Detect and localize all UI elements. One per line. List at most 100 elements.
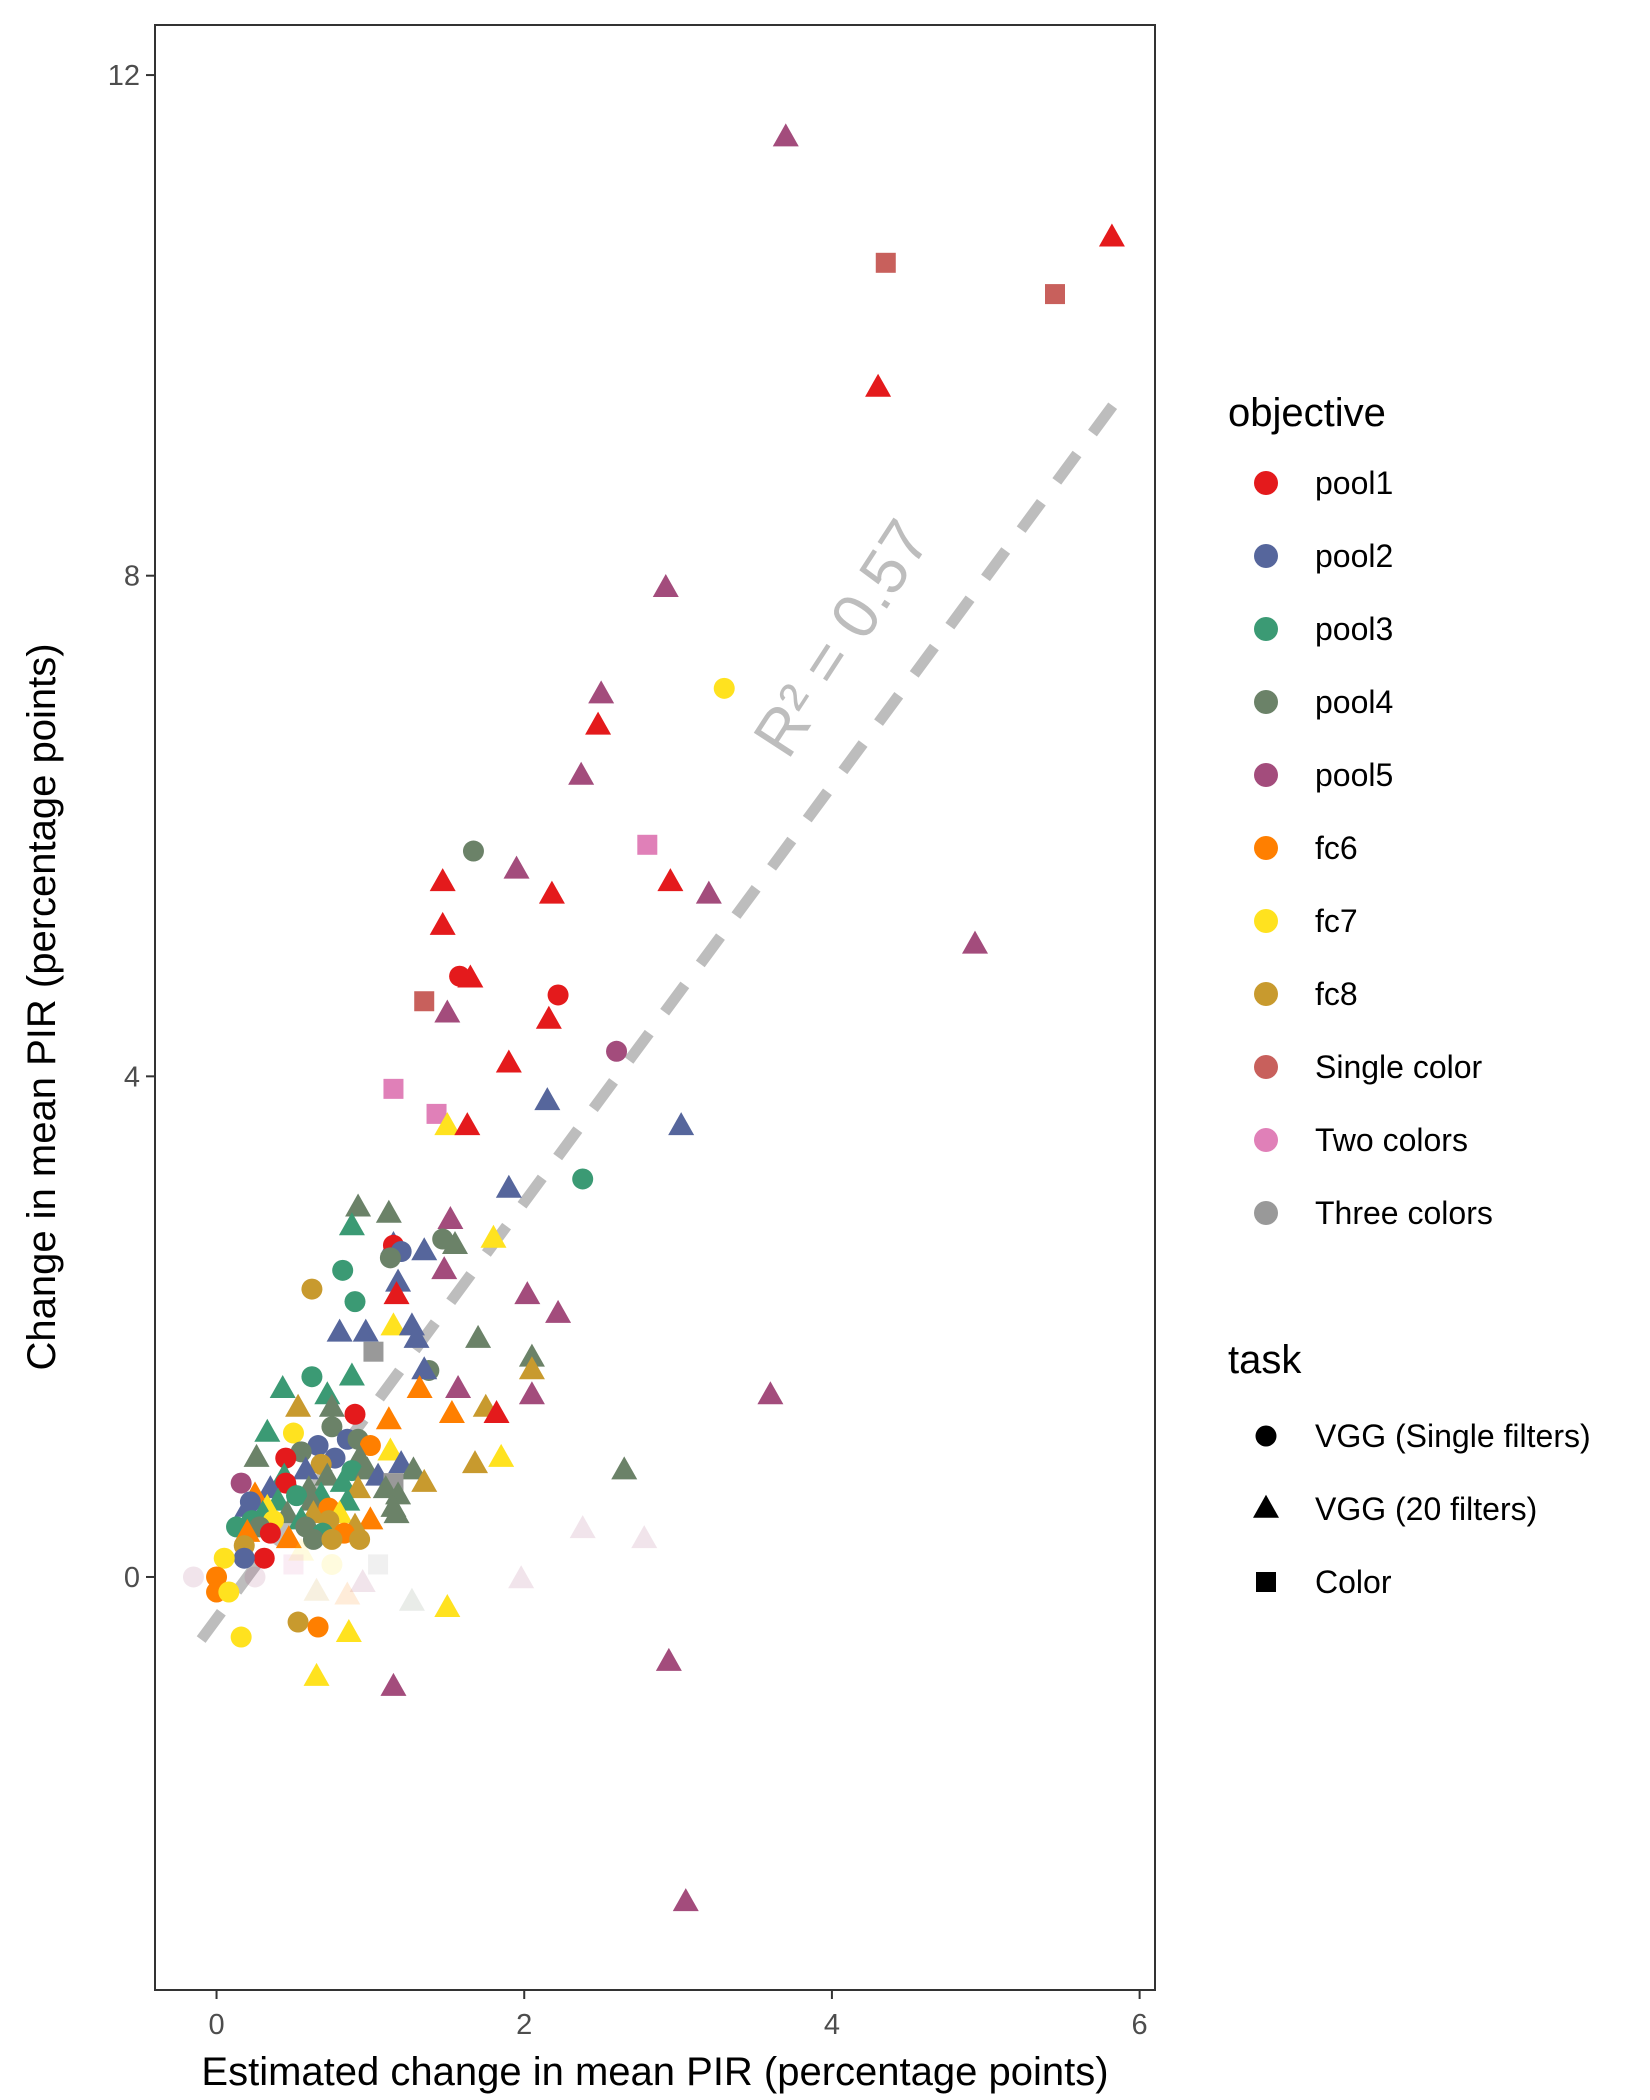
legend-objective-label: Two colors bbox=[1315, 1122, 1468, 1158]
legend-task-label: VGG (Single filters) bbox=[1315, 1418, 1591, 1454]
data-point bbox=[338, 1212, 365, 1236]
data-point bbox=[772, 123, 799, 147]
data-point bbox=[375, 1406, 402, 1430]
data-point bbox=[286, 1485, 308, 1507]
x-tick-label: 0 bbox=[208, 2009, 224, 2041]
data-point bbox=[403, 1324, 430, 1348]
legend-objective-label: pool2 bbox=[1315, 538, 1393, 574]
data-point bbox=[1098, 223, 1125, 247]
data-point bbox=[230, 1472, 252, 1494]
data-point bbox=[334, 1581, 361, 1605]
x-tick-label: 2 bbox=[516, 2009, 532, 2041]
legend-objective-key bbox=[1254, 617, 1278, 641]
legend-objective-label: pool5 bbox=[1315, 757, 1393, 793]
data-point bbox=[345, 1193, 372, 1217]
data-point bbox=[875, 252, 896, 273]
panel-background bbox=[155, 25, 1155, 1990]
data-point bbox=[321, 1528, 343, 1550]
data-point bbox=[321, 1416, 343, 1438]
data-point bbox=[368, 1554, 389, 1575]
data-point bbox=[287, 1611, 309, 1633]
data-point bbox=[518, 1343, 545, 1367]
data-point bbox=[383, 1500, 410, 1524]
legend-task-label: Color bbox=[1315, 1564, 1392, 1600]
data-point bbox=[352, 1318, 379, 1342]
data-point bbox=[495, 1174, 522, 1198]
data-point bbox=[426, 1103, 447, 1124]
data-point bbox=[400, 1456, 427, 1480]
data-point bbox=[483, 1400, 510, 1424]
data-point bbox=[442, 1231, 468, 1255]
data-point bbox=[345, 1475, 372, 1499]
data-point bbox=[495, 1049, 522, 1073]
y-tick-label: 8 bbox=[124, 561, 140, 593]
data-point bbox=[307, 1616, 329, 1638]
data-point bbox=[332, 1259, 354, 1281]
legend-objective-label: Three colors bbox=[1315, 1195, 1493, 1231]
data-point bbox=[429, 868, 456, 892]
data-point bbox=[213, 1547, 235, 1569]
data-point bbox=[406, 1374, 433, 1398]
y-axis-title: Change in mean PIR (percentage points) bbox=[20, 643, 64, 1370]
data-point bbox=[363, 1341, 384, 1362]
legend-task-key bbox=[1255, 1425, 1277, 1447]
y-tick-label: 12 bbox=[108, 60, 140, 92]
data-point bbox=[480, 1224, 507, 1248]
data-point bbox=[547, 984, 569, 1006]
legend-objective-label: pool3 bbox=[1315, 611, 1393, 647]
legend-objective-title: objective bbox=[1228, 391, 1386, 435]
legend-objective-key bbox=[1254, 1055, 1278, 1079]
data-point bbox=[383, 1078, 404, 1099]
data-point bbox=[318, 1393, 345, 1417]
data-point bbox=[757, 1381, 784, 1405]
data-point bbox=[383, 1281, 410, 1305]
data-points bbox=[182, 123, 1125, 1912]
data-point bbox=[292, 1456, 319, 1480]
x-tick-label: 4 bbox=[824, 2009, 840, 2041]
data-point bbox=[568, 761, 595, 785]
data-point bbox=[518, 1381, 545, 1405]
legend-objective-key bbox=[1254, 763, 1278, 787]
panel-border bbox=[154, 24, 1156, 1991]
legend-objective-key bbox=[1254, 544, 1278, 568]
data-point bbox=[344, 1291, 366, 1313]
data-point bbox=[335, 1619, 362, 1643]
legend-task: task VGG (Single filters) VGG (20 filters… bbox=[1228, 1338, 1591, 1600]
legend-objective-key bbox=[1254, 471, 1278, 495]
y-axis-ticks: 0 4 8 12 bbox=[108, 60, 155, 1594]
legend-task-key bbox=[1256, 1572, 1276, 1592]
legend-task-key bbox=[1253, 1494, 1279, 1518]
data-point bbox=[534, 1087, 561, 1111]
data-point bbox=[713, 677, 735, 699]
data-point bbox=[254, 1418, 281, 1442]
data-point bbox=[230, 1626, 252, 1648]
data-point bbox=[301, 1366, 323, 1388]
data-point bbox=[508, 1565, 535, 1589]
data-point bbox=[302, 1528, 324, 1550]
x-axis-ticks: 0 2 4 6 bbox=[208, 1990, 1148, 2041]
data-point bbox=[462, 1450, 488, 1474]
data-point bbox=[298, 1487, 325, 1511]
data-point bbox=[438, 1400, 465, 1424]
data-point bbox=[411, 1468, 438, 1492]
data-point bbox=[282, 1422, 304, 1444]
data-point bbox=[465, 1324, 492, 1348]
data-point bbox=[411, 1237, 438, 1261]
data-point bbox=[375, 1199, 402, 1223]
data-point bbox=[429, 911, 456, 935]
data-point bbox=[244, 1566, 266, 1588]
data-point bbox=[288, 1537, 315, 1561]
legend-objective-label: pool4 bbox=[1315, 684, 1393, 720]
data-point bbox=[314, 1462, 341, 1486]
y-tick-label: 0 bbox=[124, 1562, 140, 1594]
legend-objective-label: fc7 bbox=[1315, 903, 1358, 939]
legend-objective-key bbox=[1254, 909, 1278, 933]
x-tick-label: 6 bbox=[1132, 2009, 1148, 2041]
data-point bbox=[695, 880, 722, 904]
data-point bbox=[359, 1435, 381, 1457]
data-point bbox=[657, 868, 684, 892]
data-point bbox=[206, 1566, 228, 1588]
data-point bbox=[545, 1299, 572, 1323]
data-point bbox=[283, 1554, 304, 1575]
